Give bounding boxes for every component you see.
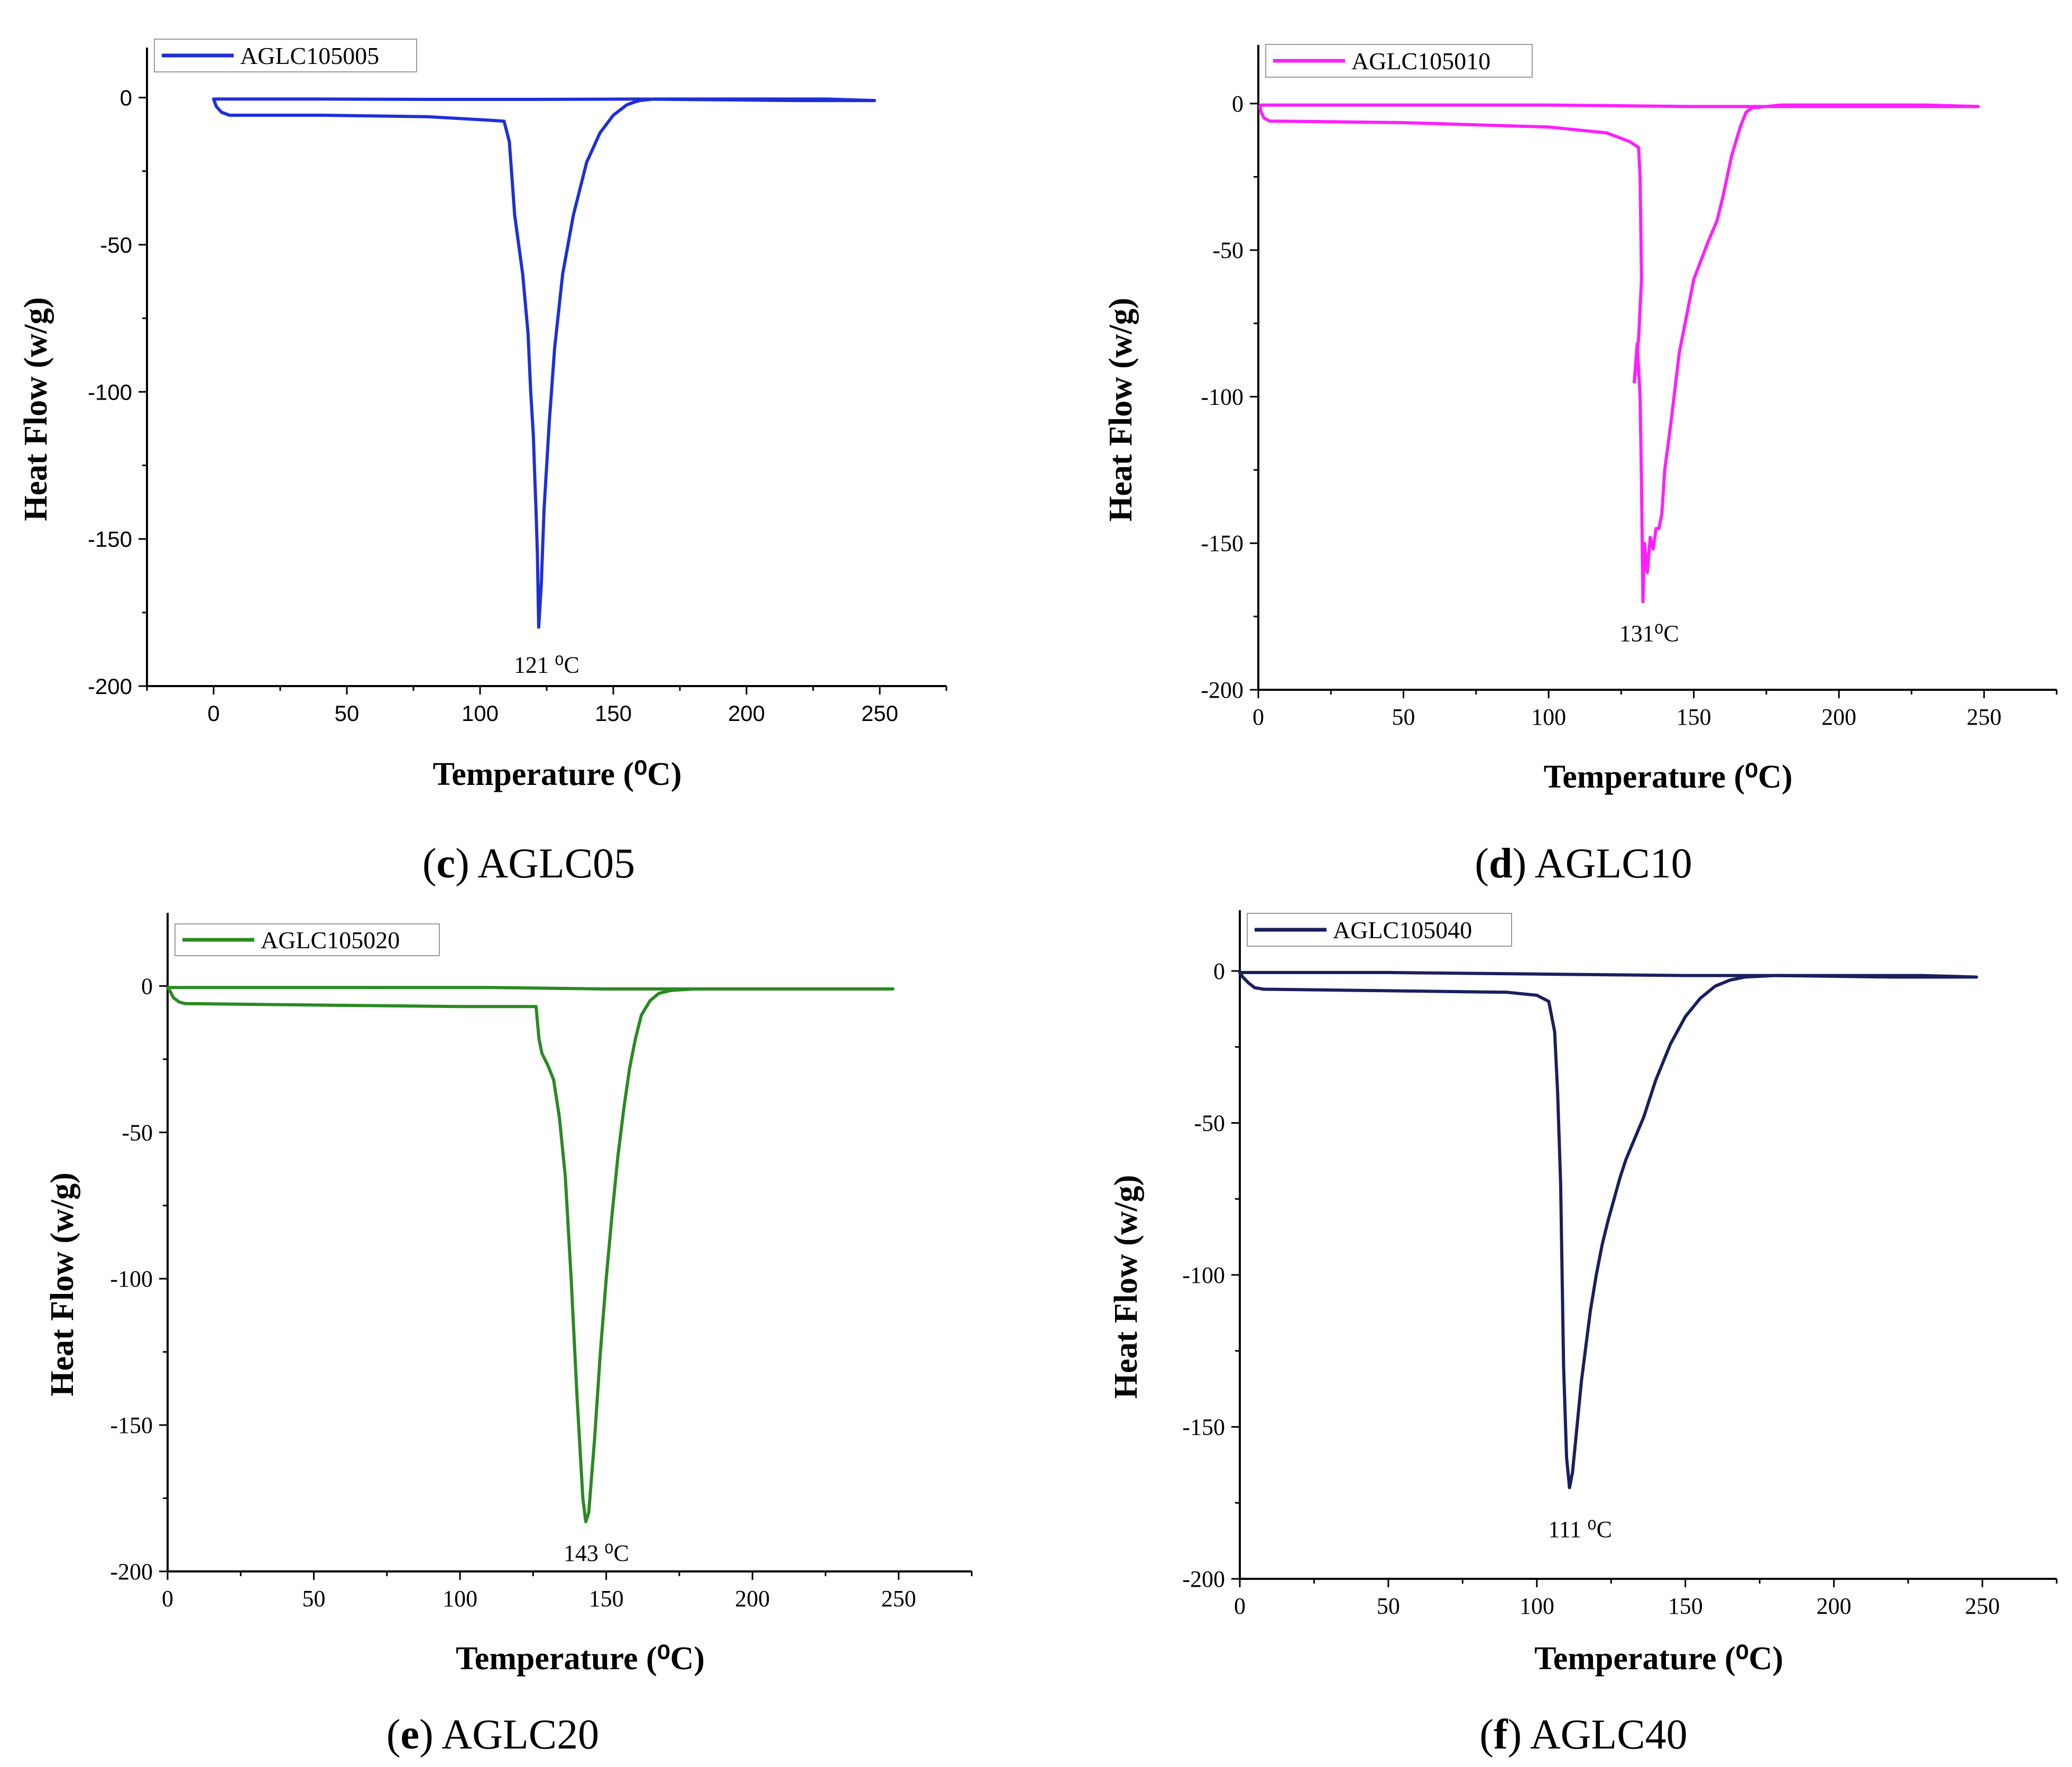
y-tick-label: -150 — [110, 1412, 153, 1438]
y-tick-label: -50 — [1194, 1111, 1225, 1136]
x-axis-title: Temperature (⁰C) — [456, 1641, 705, 1677]
y-tick-label: -150 — [1201, 531, 1244, 557]
panel-c-caption-label: AGLC05 — [477, 840, 635, 887]
legend-label: AGLC105020 — [261, 927, 400, 954]
panel-c-caption: (c) AGLC05 — [422, 840, 635, 887]
x-tick-label: 200 — [728, 701, 765, 726]
legend-label: AGLC105040 — [1333, 917, 1472, 943]
x-tick-label: 0 — [207, 701, 219, 726]
panel-d-caption-letter: d — [1489, 840, 1513, 887]
y-axis-title: Heat Flow (w/g) — [1103, 298, 1139, 522]
y-tick-label: -150 — [88, 527, 132, 552]
panel-d-caption: (d) AGLC10 — [1475, 840, 1692, 887]
y-tick-label: -50 — [100, 233, 132, 257]
y-axis-title: Heat Flow (w/g) — [18, 297, 54, 521]
y-tick-label: -50 — [122, 1120, 153, 1145]
x-axis-title: Temperature (⁰C) — [1544, 759, 1793, 795]
panel-c-plot: 0 50 100 150 200 250 0 -50 -100 -150 -200 Temperatu… — [18, 39, 947, 792]
x-tick-label: 0 — [162, 1586, 173, 1612]
x-tick-label: 0 — [1253, 704, 1264, 730]
y-tick-label: -50 — [1212, 237, 1244, 263]
x-tick-label: 200 — [1821, 704, 1856, 730]
series-line-melting — [1279, 103, 1980, 604]
panel-d-caption-label: AGLC10 — [1535, 840, 1692, 887]
series-line-heating — [1258, 103, 1980, 123]
x-tick-label: 150 — [595, 701, 632, 726]
x-tick-label: 50 — [302, 1586, 326, 1612]
panel-e-caption-letter: e — [401, 1712, 420, 1758]
x-axis-title: Temperature (⁰C) — [1534, 1641, 1783, 1677]
x-tick-label: 50 — [1392, 704, 1415, 730]
x-tick-label: 250 — [881, 1586, 916, 1612]
panel-f-caption-letter: f — [1494, 1712, 1508, 1758]
x-tick-label: 150 — [1677, 704, 1711, 730]
x-tick-label: 100 — [1531, 704, 1566, 730]
y-tick-label: -200 — [88, 674, 132, 699]
peak-annotation: 131⁰C — [1619, 621, 1679, 646]
y-tick-label: -200 — [1201, 677, 1244, 703]
y-tick-label: 0 — [1232, 91, 1244, 117]
y-tick-label: -200 — [110, 1559, 153, 1585]
panel-f-plot: 0 50 100 150 200 250 0 -50 -100 -150 -200 Temperatu… — [1108, 910, 2058, 1677]
x-tick-label: 0 — [1234, 1593, 1246, 1619]
y-tick-label: -100 — [88, 380, 132, 404]
x-tick-label: 50 — [335, 701, 360, 726]
peak-annotation: 143 ⁰C — [564, 1540, 629, 1566]
series-line-melting — [228, 97, 876, 629]
x-tick-label: 150 — [1668, 1593, 1703, 1619]
panel-e-caption: (e) AGLC20 — [386, 1712, 599, 1758]
x-tick-label: 250 — [1967, 704, 2002, 730]
panel-e: 0 50 100 150 200 250 0 -50 -100 -150 -200 Temperatu… — [44, 913, 973, 1758]
x-tick-label: 250 — [861, 701, 898, 726]
x-tick-label: 200 — [735, 1586, 770, 1612]
panel-d: 0 50 100 150 200 250 0 -50 -100 -150 -200 Temperatu… — [1103, 44, 2058, 887]
y-tick-label: -100 — [1201, 384, 1244, 410]
y-axis-title: Heat Flow (w/g) — [1108, 1175, 1144, 1399]
legend-label: AGLC105005 — [240, 42, 379, 69]
peak-annotation: 111 ⁰C — [1548, 1516, 1612, 1542]
legend-label: AGLC105010 — [1351, 48, 1490, 75]
x-tick-label: 50 — [1377, 1593, 1400, 1619]
legend: AGLC105005 — [154, 39, 417, 72]
panel-d-plot: 0 50 100 150 200 250 0 -50 -100 -150 -200 Temperatu… — [1103, 44, 2058, 795]
x-tick-label: 100 — [443, 1586, 477, 1612]
panel-c-caption-letter: c — [437, 840, 456, 887]
legend: AGLC105040 — [1247, 913, 1512, 947]
x-tick-label: 200 — [1817, 1593, 1852, 1619]
x-axis-title: Temperature (⁰C) — [433, 756, 682, 792]
y-tick-label: -100 — [1182, 1262, 1225, 1288]
legend: AGLC105010 — [1265, 44, 1533, 78]
x-tick-label: 100 — [462, 701, 499, 726]
series-line-melting — [183, 987, 895, 1523]
x-tick-label: 100 — [1520, 1593, 1554, 1619]
y-tick-label: -200 — [1182, 1566, 1225, 1592]
y-tick-label: -100 — [110, 1266, 153, 1292]
y-tick-label: 0 — [1213, 958, 1225, 984]
y-tick-label: 0 — [120, 86, 132, 110]
y-tick-label: 0 — [141, 973, 153, 999]
x-tick-label: 250 — [1965, 1593, 2000, 1619]
series-line-heating — [212, 97, 876, 117]
panel-f: 0 50 100 150 200 250 0 -50 -100 -150 -200 Temperatu… — [1108, 910, 2058, 1758]
series-line-melting — [1261, 974, 1978, 1490]
panel-f-caption: (f) AGLC40 — [1479, 1712, 1687, 1758]
panel-e-caption-label: AGLC20 — [441, 1712, 599, 1758]
panel-f-caption-label: AGLC40 — [1530, 1712, 1688, 1758]
y-tick-label: -150 — [1182, 1414, 1225, 1440]
y-axis-title: Heat Flow (w/g) — [44, 1172, 80, 1396]
panel-c: 0 50 100 150 200 250 0 -50 -100 -150 -200 Temperatu… — [18, 39, 947, 887]
peak-annotation: 121 ⁰C — [514, 652, 579, 678]
panel-e-plot: 0 50 100 150 200 250 0 -50 -100 -150 -200 Temperatu… — [44, 913, 973, 1677]
x-tick-label: 150 — [589, 1586, 624, 1612]
legend: AGLC105020 — [174, 923, 440, 956]
